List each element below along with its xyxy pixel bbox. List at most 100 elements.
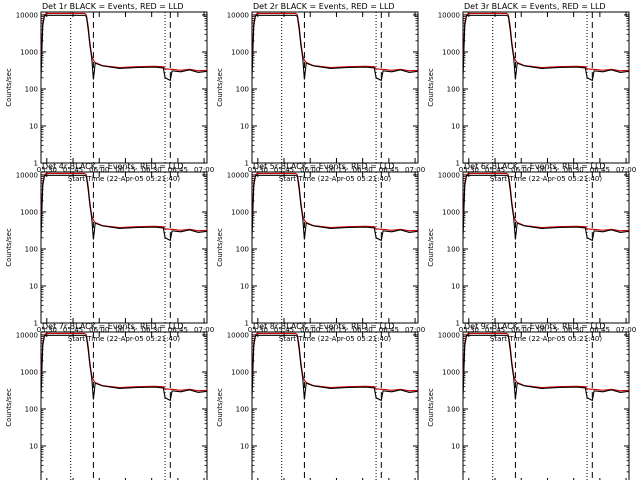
chart-panel-2: Det 2r BLACK = Events, RED = LLD 1 10 100 10… xyxy=(216,2,425,183)
y-tick-label: 100 xyxy=(447,245,460,253)
y-axis-label: Counts/sec xyxy=(216,68,224,107)
y-tick-label: 100 xyxy=(236,245,249,253)
x-tick-label: 06:00 xyxy=(300,326,320,334)
x-tick-label: 07:00 xyxy=(616,326,636,334)
x-tick-label: 06:45 xyxy=(590,166,610,174)
x-tick-label: 06:00 xyxy=(511,326,531,334)
chart-title: Det 2r BLACK = Events, RED = LLD xyxy=(253,2,395,11)
x-tick-label: 05:45 xyxy=(485,326,505,334)
y-axis-label: Counts/sec xyxy=(5,388,13,427)
y-axis-label: Counts/sec xyxy=(427,68,435,107)
x-axis-label: Start Time (22-Apr-05 05:21:40) xyxy=(490,335,602,343)
y-tick-label: 10 xyxy=(29,122,38,130)
y-tick-label: 1 xyxy=(34,320,38,328)
chart-panel-7: Det 7r BLACK = Events, RED = LLD 1 10 100 10… xyxy=(5,322,208,480)
series-line-events xyxy=(463,14,629,82)
y-tick-label: 1 xyxy=(456,160,460,168)
chart-title: Det 7r BLACK = Events, RED = LLD xyxy=(42,322,184,331)
plot-frame xyxy=(251,11,419,164)
y-tick-label: 10 xyxy=(240,282,249,290)
plot-frame xyxy=(40,171,208,324)
series-group xyxy=(463,332,629,402)
x-tick-label: 06:45 xyxy=(168,166,188,174)
x-tick-label: 06:45 xyxy=(379,166,399,174)
y-tick-label: 10000 xyxy=(227,171,249,179)
y-tick-label: 1000 xyxy=(20,48,38,56)
x-axis-label: Start Time (22-Apr-05 05:21:40) xyxy=(68,335,180,343)
y-tick-label: 1000 xyxy=(442,208,460,216)
chart-panel-1: Det 1r BLACK = Events, RED = LLD 1 10 100 10… xyxy=(5,2,214,183)
y-tick-label: 100 xyxy=(25,405,38,413)
series-line-lld xyxy=(41,12,207,72)
plot-frame xyxy=(251,171,419,324)
y-tick-label: 10000 xyxy=(227,11,249,19)
y-tick-label: 10000 xyxy=(438,331,460,339)
y-tick-label: 1 xyxy=(34,160,38,168)
x-tick-label: 05:45 xyxy=(63,326,83,334)
x-tick-label: 05:30 xyxy=(37,326,57,334)
chart-panel-6: Det 6r BLACK = Events, RED = LLD11010010… xyxy=(427,162,636,343)
x-tick-label: 07:00 xyxy=(616,166,636,174)
x-tick-label: 07:00 xyxy=(194,326,214,334)
y-tick-label: 100 xyxy=(447,85,460,93)
y-tick-label: 10 xyxy=(451,282,460,290)
x-tick-label: 06:30 xyxy=(142,166,162,174)
x-tick-label: 06:15 xyxy=(326,326,346,334)
series-line-events xyxy=(41,14,207,82)
y-tick-label: 1000 xyxy=(20,368,38,376)
plot-frame xyxy=(40,331,208,480)
chart-title: Det 4r BLACK = Events, RED = LLD xyxy=(42,162,184,171)
y-tick-label: 10000 xyxy=(227,331,249,339)
x-tick-label: 06:00 xyxy=(300,166,320,174)
x-tick-label: 05:45 xyxy=(485,166,505,174)
chart-title: Det 9r BLACK = Events, RED = LLD xyxy=(464,322,606,331)
series-group xyxy=(41,12,207,82)
y-tick-label: 10 xyxy=(29,282,38,290)
x-tick-label: 06:30 xyxy=(142,326,162,334)
plot-frame xyxy=(462,331,630,480)
chart-title: Det 3r BLACK = Events, RED = LLD xyxy=(464,2,606,11)
series-group xyxy=(41,332,207,402)
series-line-events xyxy=(463,174,629,242)
y-axis-label: Counts/sec xyxy=(216,228,224,267)
x-tick-label: 07:00 xyxy=(405,326,425,334)
x-tick-label: 05:30 xyxy=(459,166,479,174)
y-tick-label: 1 xyxy=(245,320,249,328)
y-tick-label: 10000 xyxy=(16,11,38,19)
x-tick-label: 07:00 xyxy=(405,166,425,174)
y-tick-label: 100 xyxy=(236,85,249,93)
x-tick-label: 06:30 xyxy=(564,326,584,334)
x-axis-label: Start Time (22-Apr-05 05:21:40) xyxy=(68,175,180,183)
y-axis-label: Counts/sec xyxy=(427,228,435,267)
y-tick-label: 1000 xyxy=(20,208,38,216)
x-tick-label: 06:15 xyxy=(326,166,346,174)
chart-panel-9: Det 9r BLACK = Events, RED = LLD 1 10 100 10… xyxy=(427,322,630,480)
x-tick-label: 06:00 xyxy=(89,166,109,174)
x-tick-label: 06:45 xyxy=(379,326,399,334)
chart-title: Det 1r BLACK = Events, RED = LLD xyxy=(42,2,184,11)
series-group xyxy=(463,172,629,242)
y-tick-label: 100 xyxy=(25,245,38,253)
y-tick-label: 10 xyxy=(451,122,460,130)
y-tick-label: 1000 xyxy=(442,48,460,56)
series-group xyxy=(252,332,418,402)
y-tick-label: 100 xyxy=(447,405,460,413)
x-tick-label: 06:15 xyxy=(537,166,557,174)
y-tick-label: 100 xyxy=(25,85,38,93)
x-tick-label: 07:00 xyxy=(194,166,214,174)
plot-frame xyxy=(251,331,419,480)
chart-panel-4: Det 4r BLACK = Events, RED = LLD11010010… xyxy=(5,162,214,343)
chart-title: Det 8r BLACK = Events, RED = LLD xyxy=(253,322,395,331)
y-tick-label: 1 xyxy=(245,160,249,168)
y-axis-label: Counts/sec xyxy=(5,228,13,267)
y-axis-label: Counts/sec xyxy=(5,68,13,107)
x-tick-label: 05:45 xyxy=(274,326,294,334)
series-line-events xyxy=(41,174,207,242)
y-axis-label: Counts/sec xyxy=(216,388,224,427)
series-line-events xyxy=(252,14,418,82)
y-tick-label: 1000 xyxy=(231,368,249,376)
y-tick-label: 10000 xyxy=(16,171,38,179)
chart-title: Det 5r BLACK = Events, RED = LLD xyxy=(253,162,395,171)
series-line-lld xyxy=(463,12,629,72)
